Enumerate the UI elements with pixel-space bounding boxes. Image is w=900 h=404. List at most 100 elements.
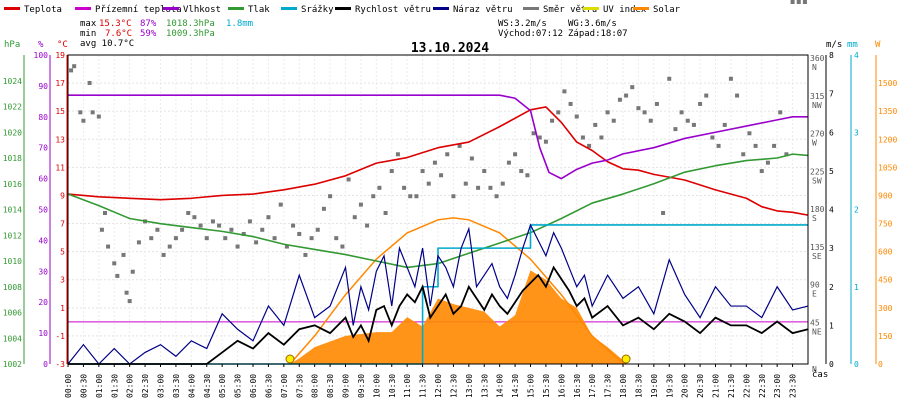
wind-dir-point xyxy=(494,194,499,199)
series-solar xyxy=(285,217,631,365)
wind-dir-point xyxy=(574,114,579,119)
legend-item: Směr větru xyxy=(523,5,597,15)
legend-label: Směr větru xyxy=(543,5,597,15)
wind-speed-tick: 0 xyxy=(829,360,834,369)
humidity-tick: 90 xyxy=(38,82,48,91)
time-tick-label: 15:30 xyxy=(542,374,551,398)
time-tick-label: 00:30 xyxy=(79,374,88,398)
time-tick-label: 04:30 xyxy=(203,374,212,398)
temperature-tick: 3 xyxy=(60,276,65,285)
wind-speed-tick: 3 xyxy=(829,244,834,253)
solar-tick: 1050 xyxy=(878,163,897,172)
time-tick-label: 16:30 xyxy=(573,374,582,398)
temperature-tick: 5 xyxy=(60,248,65,257)
wind-speed-tick: 7 xyxy=(829,90,834,99)
wind-dir-point xyxy=(513,152,518,157)
time-tick-label: 13:00 xyxy=(465,374,474,398)
wind-dir-point xyxy=(69,68,74,73)
rain-tick: 1 xyxy=(854,283,859,292)
solar-tick: 1500 xyxy=(878,79,897,88)
time-tick-label: 05:30 xyxy=(234,374,243,398)
solar-tick: 1350 xyxy=(878,107,897,116)
wind-dir-point xyxy=(605,110,610,115)
stats-ws: WS:3.2m/s xyxy=(498,19,547,29)
wind-dir-point xyxy=(691,122,696,127)
time-tick-label: 13:30 xyxy=(480,374,489,398)
temperature-tick: 19 xyxy=(55,51,65,60)
stats-max-press: 1018.3hPa xyxy=(166,19,215,29)
legend-label: Přízemní teplota xyxy=(95,5,182,15)
time-tick-label: 20:00 xyxy=(681,374,690,398)
wind-dir-degree-tick: 270 xyxy=(810,130,825,139)
axis-header-w: W xyxy=(875,40,881,50)
wind-dir-point xyxy=(328,194,333,199)
series-lines xyxy=(67,94,809,365)
wind-dir-point xyxy=(96,114,101,119)
wind-dir-point xyxy=(710,135,715,140)
wind-dir-degree-tick: 180 xyxy=(810,205,825,214)
time-tick-label: 17:00 xyxy=(588,374,597,398)
legend-swatch xyxy=(633,7,649,10)
wind-dir-point xyxy=(198,223,203,228)
humidity-tick: 60 xyxy=(38,175,48,184)
humidity-tick: 0 xyxy=(43,360,48,369)
stats-sunrise: Východ:07:12 xyxy=(498,29,563,39)
time-tick-label: 03:30 xyxy=(172,374,181,398)
time-tick-label: 14:00 xyxy=(496,374,505,398)
legend-swatch xyxy=(335,7,351,10)
solar-tick: 600 xyxy=(878,248,893,257)
time-tick-label: 02:30 xyxy=(141,374,150,398)
time-tick-label: 21:30 xyxy=(727,374,736,398)
wind-dir-point xyxy=(704,93,709,98)
wind-dir-point xyxy=(90,110,95,115)
time-tick-label: 20:30 xyxy=(696,374,705,398)
time-tick-label: 00:00 xyxy=(64,374,73,398)
wind-dir-degree-tick: 225 xyxy=(810,167,825,176)
rain-line xyxy=(68,224,808,365)
wind-dir-point xyxy=(408,194,413,199)
wind-dir-point xyxy=(500,181,505,186)
pressure-tick: 1006 xyxy=(3,309,22,318)
wind-dir-point xyxy=(556,110,561,115)
stats-block: max 15.3°C 87% 1018.3hPa 1.8mm min 7.6°C… xyxy=(80,19,628,49)
legend-item: Náraz větru xyxy=(433,5,513,15)
time-tick-label: 15:00 xyxy=(527,374,536,398)
humidity-tick: 40 xyxy=(38,236,48,245)
legend-label: Solar xyxy=(653,5,681,15)
wind-dir-point xyxy=(371,194,376,199)
humidity-line xyxy=(68,94,808,180)
wind-dir-compass-tick: SE xyxy=(812,252,822,261)
temperature-tick: -1 xyxy=(55,332,65,341)
wind-dir-point xyxy=(654,101,659,106)
wind-dir-point xyxy=(550,118,555,123)
wind-dir-point xyxy=(210,219,215,224)
wind-dir-point xyxy=(463,181,468,186)
wind-dir-point xyxy=(115,273,120,278)
wind-dir-point xyxy=(106,244,111,249)
wind-dir-point xyxy=(648,118,653,123)
legend-item: Solar xyxy=(633,5,681,15)
rain-tick: 0 xyxy=(854,360,859,369)
time-tick-label: 05:00 xyxy=(218,374,227,398)
wind-dir-degree-tick: 360 xyxy=(810,54,825,63)
wind-dir-point xyxy=(617,97,622,102)
wind-dir-point xyxy=(260,227,265,232)
wind-dir-point xyxy=(445,152,450,157)
wind-dir-point xyxy=(469,156,474,161)
time-tick-label: 21:00 xyxy=(712,374,721,398)
wind-dir-compass-tick: NW xyxy=(812,101,822,110)
legend-swatch xyxy=(281,7,297,10)
legend-item: Srážky xyxy=(281,5,334,15)
time-tick-label: 14:30 xyxy=(511,374,520,398)
wind-dir-point xyxy=(149,236,154,241)
solar-tick: 150 xyxy=(878,332,893,341)
wind-dir-point xyxy=(127,299,132,304)
wind-dir-degree-tick: 315 xyxy=(810,92,825,101)
time-tick-label: 11:00 xyxy=(403,374,412,398)
wind-dir-point xyxy=(241,231,246,236)
stats-min-label: min xyxy=(80,29,96,39)
wind-dir-point xyxy=(377,185,382,190)
wind-dir-point xyxy=(136,240,141,245)
wind-dir-point xyxy=(636,106,641,111)
